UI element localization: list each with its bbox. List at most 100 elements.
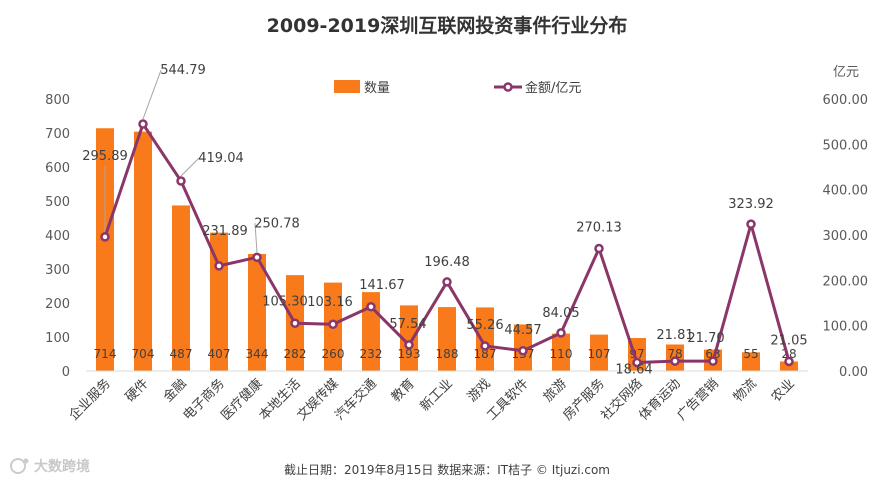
watermark-text: 大数跨境	[34, 458, 90, 475]
y-left-tick-label: 300	[45, 263, 70, 278]
line-value-label: 84.05	[542, 306, 579, 321]
line-point-1	[138, 119, 148, 129]
y-left-tick-label: 800	[45, 93, 70, 108]
line-value-label: 18.64	[615, 363, 652, 378]
category-label: 硬件	[123, 376, 152, 405]
bar-18	[780, 361, 798, 371]
bar-0	[96, 128, 114, 371]
bar-value-label: 232	[360, 347, 383, 361]
leader-line	[180, 157, 200, 177]
y-right-tick-label: 500.00	[823, 138, 869, 153]
line-value-label: 21.05	[770, 333, 807, 348]
bar-10	[476, 307, 494, 371]
line-point-16	[708, 356, 718, 366]
line-point-0	[100, 232, 110, 242]
watermark-logo: 大数跨境	[10, 458, 90, 475]
bar-4	[248, 254, 266, 371]
category-label: 新工业	[417, 376, 456, 415]
line-value-label: 103.16	[307, 295, 353, 310]
y-left-tick-label: 100	[45, 331, 70, 346]
line-point-9	[442, 277, 452, 287]
bar-17	[742, 352, 760, 371]
y-axis-left: 0 100 200 300 400 500 600 700 800	[45, 93, 70, 380]
line-point-6	[328, 319, 338, 329]
line-point-5	[290, 318, 300, 329]
line-point-4	[252, 252, 262, 263]
category-label: 游戏	[465, 376, 494, 405]
bar-value-label: 282	[284, 347, 307, 361]
y-right-tick-label: 600.00	[823, 93, 869, 108]
line-value-label: 295.89	[82, 149, 128, 164]
leader-line	[142, 69, 162, 120]
bar-1	[134, 131, 152, 371]
line-value-label: 544.79	[160, 63, 206, 78]
line-point-8	[404, 340, 414, 350]
bar-value-label: 260	[322, 347, 345, 361]
category-label: 汽车交通	[332, 376, 380, 424]
line-value-label: 231.89	[202, 224, 248, 239]
y-left-tick-label: 500	[45, 195, 70, 210]
chart-title: 2009-2019深圳互联网投资事件行业分布	[267, 14, 628, 37]
line-point-13	[594, 243, 604, 254]
bar-value-label: 107	[588, 347, 611, 361]
line-value-label: 250.78	[254, 216, 300, 231]
line-point-12	[556, 328, 566, 338]
bar-value-label: 344	[246, 347, 269, 361]
line-point-17	[746, 219, 756, 229]
y-left-tick-label: 200	[45, 297, 70, 312]
footer-note: 截止日期：2019年8月15日 数据来源：IT桔子 © Itjuzi.com	[284, 462, 610, 477]
category-label: 广告营销	[674, 376, 721, 423]
bar-value-label: 714	[94, 347, 117, 361]
y-right-tick-label: 100.00	[823, 320, 869, 335]
category-label: 旅游	[541, 376, 570, 405]
line-labels: 295.89 544.79 419.04 231.89 250.78 105.30 103.…	[82, 63, 807, 378]
line-value-label: 57.54	[389, 317, 426, 332]
line-point-18	[784, 356, 794, 367]
bar-2	[172, 205, 190, 371]
leader-lines	[104, 69, 258, 253]
line-series	[100, 119, 794, 368]
y-left-tick-label: 0	[62, 365, 70, 380]
category-label: 教育	[388, 376, 418, 406]
y-right-tick-label: 200.00	[823, 274, 869, 289]
line-point-15	[670, 356, 680, 366]
legend-bar-label: 数量	[364, 81, 390, 96]
y-left-tick-label: 600	[45, 161, 70, 176]
bar-value-label: 487	[170, 347, 193, 361]
y-right-tick-label: 0.00	[839, 365, 868, 380]
bar-8	[400, 305, 418, 371]
bar-value-label: 78	[667, 347, 682, 361]
bar-12	[552, 333, 570, 371]
line-value-label: 21.81	[656, 328, 693, 343]
y-right-tick-label: 400.00	[823, 184, 869, 199]
category-label: 工具软件	[484, 376, 531, 423]
category-labels: 企业服务 硬件 金融电子商务医疗健康本地生活文娱传媒汽车交通 教育 新工业 游戏工具软件旅…	[66, 376, 798, 424]
y-left-tick-label: 700	[45, 127, 70, 142]
line-value-label: 21.70	[687, 331, 724, 346]
line-value-label: 105.30	[262, 294, 308, 309]
y-left-tick-label: 400	[45, 229, 70, 244]
bar-labels: 7147044874073442822602321931881871371101…	[94, 347, 797, 361]
line-point-7	[366, 302, 376, 312]
line-value-label: 141.67	[359, 278, 405, 293]
category-label: 物流	[731, 376, 760, 405]
line-value-label: 419.04	[198, 151, 244, 166]
right-axis-unit: 亿元	[833, 65, 859, 80]
line-value-label: 44.57	[504, 323, 541, 338]
bar-value-label: 407	[208, 347, 231, 361]
legend: 数量 金额/亿元	[334, 80, 581, 96]
bar-13	[590, 334, 608, 371]
y-axis-right: 0.00 100.00 200.00 300.00 400.00 500.00 600.00	[823, 93, 869, 380]
line-value-label: 196.48	[424, 255, 470, 270]
line-point-2	[176, 176, 186, 186]
bar-value-label: 188	[436, 347, 459, 361]
line-value-label: 270.13	[576, 221, 622, 236]
bar-value-label: 704	[132, 347, 155, 361]
category-label: 金融	[160, 376, 190, 406]
category-label: 企业服务	[66, 376, 114, 424]
watermark-icon-dot	[23, 458, 29, 464]
category-label: 农业	[769, 376, 798, 405]
bar-value-label: 193	[398, 347, 421, 361]
legend-bar-swatch	[334, 80, 360, 93]
